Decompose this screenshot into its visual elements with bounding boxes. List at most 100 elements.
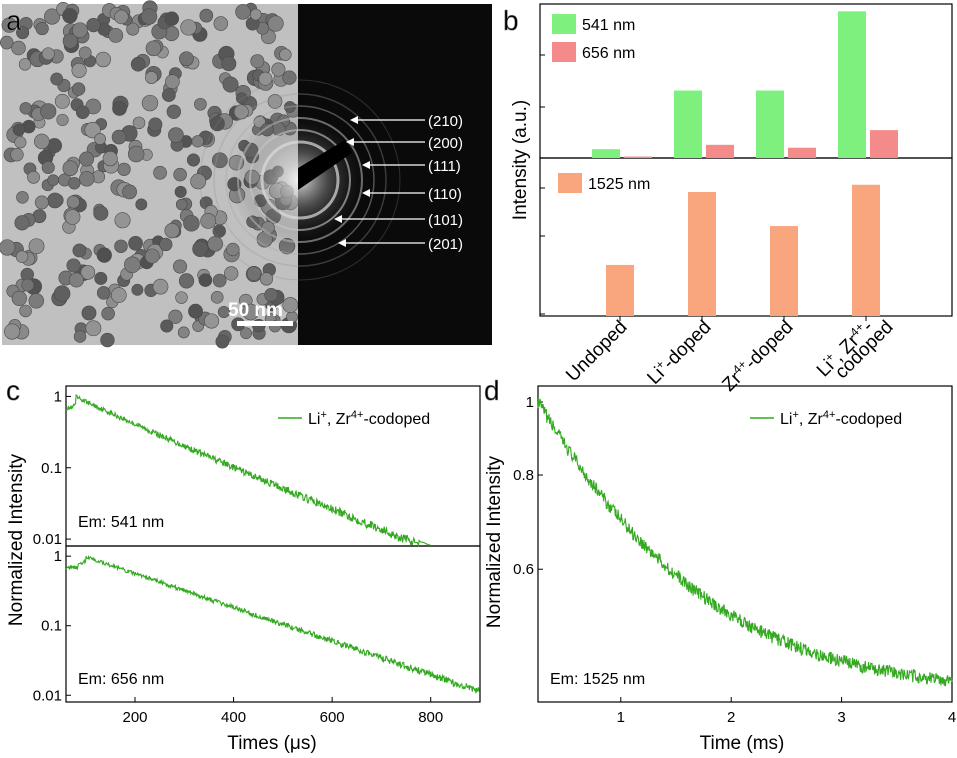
panel-b-bottom-bars bbox=[606, 184, 880, 316]
nanoparticle bbox=[14, 215, 30, 231]
nanoparticle bbox=[164, 222, 180, 239]
ring-111: (111) bbox=[362, 158, 461, 175]
nanoparticle bbox=[15, 250, 29, 263]
nanoparticle bbox=[96, 286, 111, 300]
nanoparticle bbox=[183, 215, 200, 232]
nanoparticle bbox=[145, 40, 162, 57]
legend-swatch-541 bbox=[552, 14, 576, 34]
nanoparticle bbox=[233, 104, 249, 120]
nanoparticle bbox=[258, 71, 273, 86]
nanoparticle bbox=[153, 165, 167, 180]
nanoparticle bbox=[68, 177, 81, 190]
nanoparticle bbox=[152, 278, 169, 295]
nanoparticle bbox=[226, 242, 240, 257]
nanoparticle bbox=[127, 145, 145, 163]
nanoparticle bbox=[211, 152, 228, 169]
panel-b-bottom-frame bbox=[539, 157, 953, 317]
nanoparticle bbox=[66, 195, 80, 209]
nanoparticle bbox=[180, 19, 197, 36]
nanoparticle bbox=[86, 17, 101, 33]
panel-d: d 0.6 0.8 1 1 2 3 4 Normalized Intensity Time … bbox=[484, 375, 956, 754]
nanoparticle bbox=[286, 311, 298, 323]
decay-curve-1525 bbox=[537, 396, 953, 687]
nanoparticle bbox=[235, 92, 248, 105]
nanoparticle bbox=[192, 240, 209, 257]
nanoparticle bbox=[145, 71, 158, 84]
nanoparticle bbox=[114, 9, 129, 25]
nanoparticle bbox=[28, 293, 44, 309]
nanoparticle bbox=[217, 305, 230, 318]
nanoparticle bbox=[212, 224, 226, 238]
nanoparticle bbox=[131, 283, 144, 296]
ring-210: (210) bbox=[350, 113, 463, 130]
nanoparticle bbox=[56, 113, 69, 127]
ring-label-200: (200) bbox=[428, 135, 463, 152]
nanoparticle bbox=[50, 72, 64, 86]
nanoparticle bbox=[102, 151, 118, 167]
ytick-label: 0.01 bbox=[33, 531, 62, 548]
nanoparticle bbox=[79, 171, 95, 187]
ytick-label: 0.01 bbox=[33, 687, 62, 704]
nanoparticle bbox=[160, 319, 174, 333]
nanoparticle bbox=[62, 160, 79, 176]
nanoparticle bbox=[11, 40, 26, 56]
nanoparticle bbox=[215, 334, 230, 349]
nanoparticle bbox=[73, 330, 87, 343]
annotation-em-1525: Em: 1525 nm bbox=[550, 671, 645, 688]
nanoparticle bbox=[168, 127, 184, 143]
xtick-label: 800 bbox=[418, 709, 443, 726]
panel-c-xlabel: Times (μs) bbox=[227, 733, 316, 754]
panel-b-yticks bbox=[540, 54, 545, 315]
nanoparticle bbox=[34, 133, 50, 150]
xtick-label: 4 bbox=[948, 709, 956, 726]
nanoparticle bbox=[19, 304, 32, 318]
category-li-doped: Li+-doped bbox=[642, 315, 716, 389]
nanoparticle bbox=[144, 248, 160, 264]
ytick-label: 0.1 bbox=[41, 460, 62, 477]
nanoparticle bbox=[128, 235, 143, 251]
ring-110: (110) bbox=[362, 186, 462, 203]
panel-label-c: c bbox=[6, 375, 20, 406]
nanoparticle bbox=[114, 212, 131, 229]
nanoparticle bbox=[240, 327, 252, 340]
panel-b-ylabel: Intensity (a.u.) bbox=[510, 100, 531, 220]
bar-541nm-2 bbox=[756, 90, 784, 158]
nanoparticle bbox=[80, 265, 96, 280]
nanoparticle bbox=[178, 273, 195, 289]
nanoparticle bbox=[282, 297, 299, 313]
nanoparticle bbox=[47, 192, 63, 209]
nanoparticle bbox=[72, 22, 88, 39]
scale-bar-label: 50 nm bbox=[228, 300, 283, 321]
nanoparticle bbox=[110, 287, 127, 303]
nanoparticle bbox=[148, 117, 163, 132]
nanoparticle bbox=[198, 273, 213, 287]
nanoparticle bbox=[85, 320, 102, 337]
panel-label-a: a bbox=[6, 5, 22, 36]
panel-d-legend-label: Li+, Zr4+-codoped bbox=[780, 409, 902, 428]
nanoparticle bbox=[41, 47, 55, 61]
bar-656nm-0 bbox=[624, 156, 652, 158]
bar-1525nm-1 bbox=[688, 192, 716, 316]
legend-swatch-656 bbox=[552, 42, 576, 62]
xtick-label: 600 bbox=[320, 709, 345, 726]
nanoparticle bbox=[35, 22, 49, 36]
nanoparticle bbox=[191, 135, 204, 148]
nanoparticle bbox=[28, 238, 45, 255]
nanoparticle bbox=[40, 103, 57, 120]
nanoparticle bbox=[0, 239, 16, 256]
nanoparticle bbox=[108, 27, 124, 43]
nanoparticle bbox=[84, 121, 101, 139]
nanoparticle bbox=[175, 198, 188, 211]
ring-201: (201) bbox=[338, 236, 463, 253]
nanoparticle bbox=[78, 46, 92, 60]
category-zr-doped: Zr4+-doped bbox=[717, 315, 797, 395]
nanoparticle bbox=[164, 11, 179, 26]
annotation-em-541: Em: 541 nm bbox=[78, 514, 164, 531]
decay-curve bbox=[65, 393, 431, 548]
nanoparticle bbox=[62, 8, 78, 24]
xtick-label: 1 bbox=[617, 709, 625, 726]
bar-1525nm-0 bbox=[606, 264, 634, 316]
nanoparticle bbox=[140, 8, 158, 25]
nanoparticle bbox=[222, 76, 239, 93]
ring-101: (101) bbox=[334, 212, 463, 229]
